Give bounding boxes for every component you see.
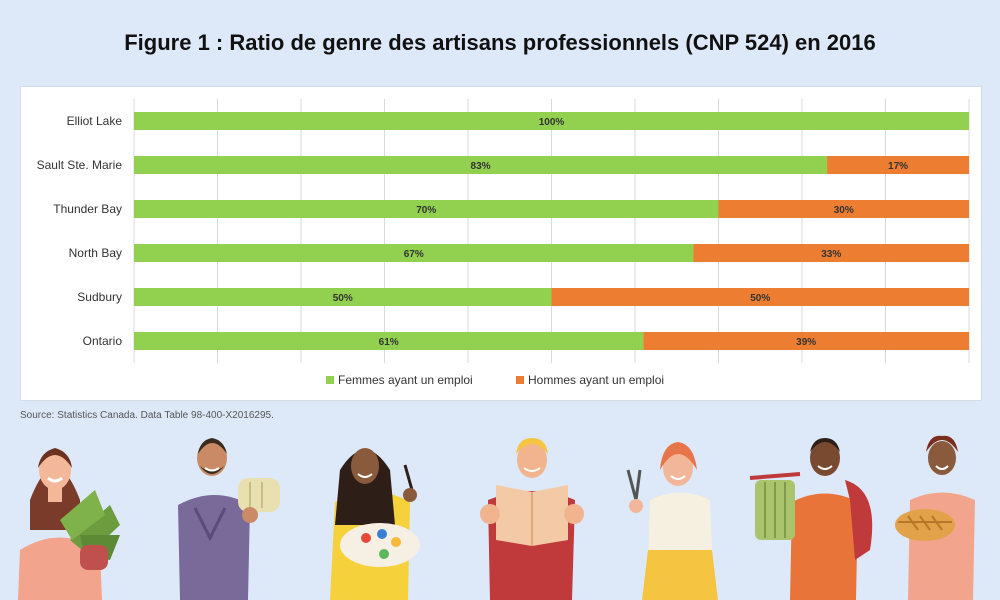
bar-women xyxy=(134,288,552,306)
data-label: 67% xyxy=(404,249,424,260)
potter-icon xyxy=(178,438,280,600)
category-label: Sudbury xyxy=(77,290,122,304)
bar-women xyxy=(134,112,969,130)
baker-icon xyxy=(895,435,975,600)
data-label: 100% xyxy=(539,117,565,128)
data-label: 50% xyxy=(750,293,770,304)
bar-men xyxy=(718,200,969,218)
legend-label-men: Hommes ayant un emploi xyxy=(528,373,664,387)
jeweler-icon xyxy=(626,442,718,600)
data-label: 61% xyxy=(379,337,399,348)
data-label: 30% xyxy=(834,205,854,216)
bar-women xyxy=(134,332,644,350)
category-label: Elliot Lake xyxy=(67,114,123,128)
data-label: 39% xyxy=(796,337,816,348)
category-label: Thunder Bay xyxy=(53,202,122,216)
data-label: 50% xyxy=(333,293,353,304)
data-label: 17% xyxy=(888,161,908,172)
category-label: Ontario xyxy=(83,334,123,348)
source-note: Source: Statistics Canada. Data Table 98… xyxy=(20,410,274,421)
reader-icon xyxy=(480,438,584,600)
category-label: Sault Ste. Marie xyxy=(37,158,123,172)
bar-chart: Elliot Lake 100% Sault Ste. Marie 83% 17% Thu… xyxy=(37,99,970,387)
data-label: 33% xyxy=(821,249,841,260)
chart-panel: Elliot Lake 100% Sault Ste. Marie 83% 17% Thu… xyxy=(20,86,982,401)
legend-swatch-men xyxy=(516,376,524,384)
bar-men xyxy=(827,156,969,174)
woman-with-plant-icon xyxy=(18,448,120,600)
artisans-illustration xyxy=(18,435,975,600)
legend-swatch-women xyxy=(326,376,334,384)
painter-icon xyxy=(330,448,420,600)
legend-label-women: Femmes ayant un emploi xyxy=(338,373,473,387)
bar-women xyxy=(134,156,828,174)
data-label: 70% xyxy=(416,205,436,216)
bar-men xyxy=(643,332,969,350)
weaver-icon xyxy=(749,438,873,600)
bar-women xyxy=(134,244,694,262)
bar-women xyxy=(134,200,719,218)
chart-title: Figure 1 : Ratio de genre des artisans p… xyxy=(124,30,876,55)
bar-men xyxy=(693,244,969,262)
category-label: North Bay xyxy=(69,246,122,260)
data-label: 83% xyxy=(471,161,491,172)
bar-men xyxy=(551,288,969,306)
